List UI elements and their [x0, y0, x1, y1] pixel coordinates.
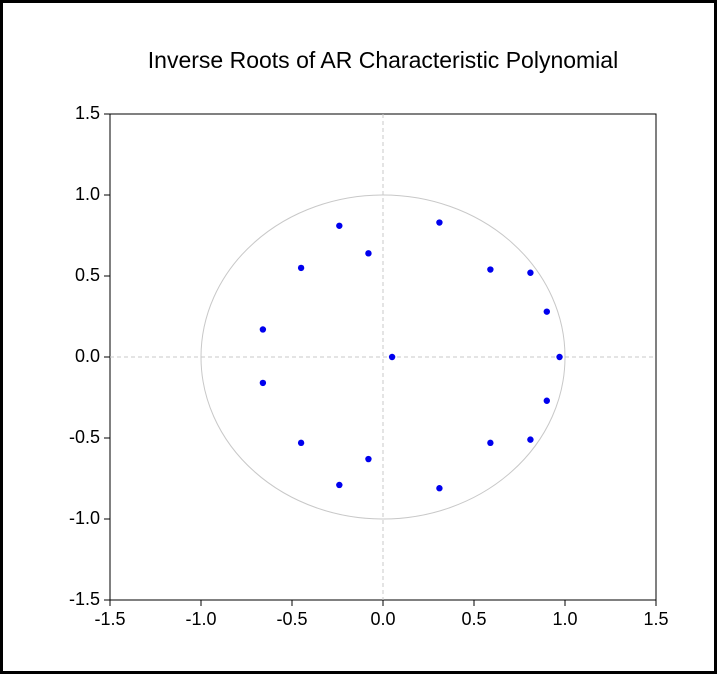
point: [543, 397, 550, 404]
point: [259, 379, 267, 387]
x-tick-label: 1.0: [552, 609, 577, 629]
x-tick-label: 0.5: [461, 609, 486, 629]
point: [259, 326, 267, 333]
y-tick-label: -1.5: [69, 589, 100, 609]
y-tick-label: -1.0: [69, 508, 100, 528]
y-tick-label: -0.5: [69, 427, 100, 447]
unit-circle: [200, 194, 566, 520]
x-tick-label: -1.5: [94, 609, 125, 629]
point: [436, 219, 443, 226]
point: [487, 266, 494, 273]
point: [527, 269, 534, 276]
y-tick-label: 1.0: [75, 184, 100, 204]
point: [556, 353, 563, 361]
point: [336, 481, 343, 489]
y-tick-label: 0.0: [75, 346, 100, 366]
x-tick-label: 1.5: [643, 609, 668, 629]
point: [543, 308, 550, 315]
y-tick-label: 1.5: [75, 103, 100, 123]
x-tick-label: 0.0: [370, 609, 395, 629]
y-tick-label: 0.5: [75, 265, 100, 285]
point: [297, 264, 305, 272]
x-tick-label: -0.5: [276, 609, 307, 629]
point: [365, 455, 372, 463]
chart-title: Inverse Roots of AR Characteristic Polyn…: [148, 47, 618, 73]
x-tick-label: -1.0: [185, 609, 216, 629]
point: [365, 250, 372, 257]
point: [487, 439, 494, 447]
point: [388, 353, 396, 361]
point: [527, 436, 534, 443]
point: [336, 222, 343, 229]
point: [436, 485, 443, 492]
point: [297, 439, 305, 447]
